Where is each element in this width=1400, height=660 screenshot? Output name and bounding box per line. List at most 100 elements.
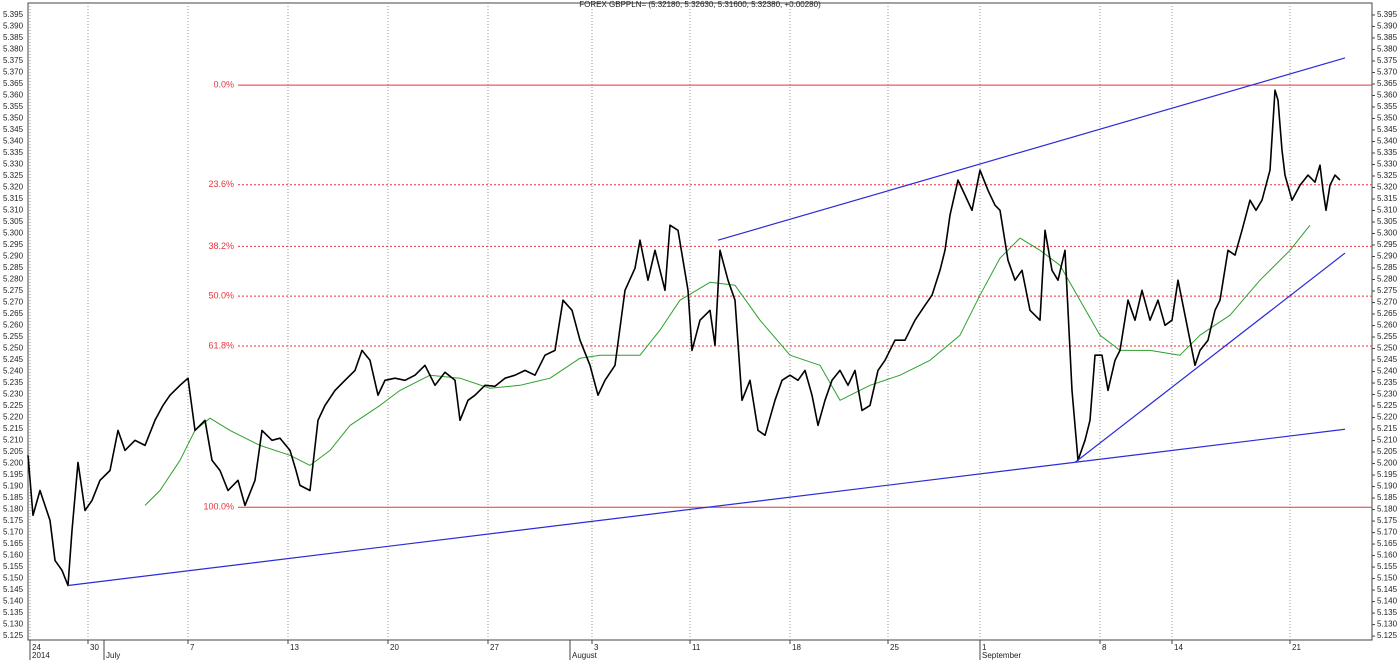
y2-tick-label: 5.355 [1377,102,1398,111]
y2-tick-label: 5.335 [1377,148,1398,157]
y2-tick-label: 5.370 [1377,68,1398,77]
y-tick-label: 5.285 [3,263,24,272]
y-tick-label: 5.360 [3,91,24,100]
y2-tick-label: 5.150 [1377,574,1398,583]
y2-tick-label: 5.385 [1377,33,1398,42]
fib-label: 23.6% [208,179,234,189]
y-tick-label: 5.340 [3,137,24,146]
y-tick-label: 5.170 [3,528,24,537]
month-label: 2014 [32,651,50,660]
y2-tick-label: 5.325 [1377,171,1398,180]
y-tick-label: 5.215 [3,424,24,433]
x-tick-label: 1 [982,643,987,652]
price-line [144,224,1311,506]
y-tick-label: 5.150 [3,574,24,583]
y2-tick-label: 5.255 [1377,332,1398,341]
y-tick-label: 5.180 [3,505,24,514]
y2-tick-label: 5.235 [1377,378,1398,387]
y2-tick-label: 5.200 [1377,459,1398,468]
y2-tick-label: 5.210 [1377,436,1398,445]
y2-tick-label: 5.345 [1377,125,1398,134]
y2-tick-label: 5.180 [1377,505,1398,514]
x-tick-label: 13 [290,643,299,652]
y-tick-label: 5.240 [3,367,24,376]
y-tick-label: 5.350 [3,114,24,123]
y2-tick-label: 5.360 [1377,91,1398,100]
y-tick-label: 5.320 [3,183,24,192]
y2-tick-label: 5.130 [1377,620,1398,629]
fib-label: 50.0% [208,290,234,300]
y2-tick-label: 5.395 [1377,10,1398,19]
y2-tick-label: 5.315 [1377,194,1398,203]
y-tick-label: 5.210 [3,436,24,445]
y-tick-label: 5.395 [3,10,24,19]
y-tick-label: 5.300 [3,229,24,238]
y-tick-label: 5.370 [3,68,24,77]
y-tick-label: 5.345 [3,125,24,134]
price-line [27,89,1341,587]
y-tick-label: 5.325 [3,171,24,180]
y2-tick-label: 5.125 [1377,631,1398,640]
y2-tick-label: 5.310 [1377,206,1398,215]
y-tick-label: 5.135 [3,608,24,617]
y-tick-label: 5.235 [3,378,24,387]
y-tick-label: 5.195 [3,470,24,479]
y-tick-label: 5.310 [3,206,24,215]
y2-tick-label: 5.175 [1377,516,1398,525]
chart-title: FOREX GBPPLN= (5.32180, 5.32630, 5.31600… [579,0,821,9]
y-tick-label: 5.165 [3,539,24,548]
fib-label: 0.0% [213,80,234,90]
y2-tick-label: 5.295 [1377,240,1398,249]
y2-tick-label: 5.300 [1377,229,1398,238]
y-tick-label: 5.140 [3,597,24,606]
y2-tick-label: 5.160 [1377,551,1398,560]
y2-tick-label: 5.375 [1377,56,1398,65]
x-tick-label: 27 [490,643,499,652]
x-tick-label: 24 [32,643,41,652]
y-tick-label: 5.225 [3,401,24,410]
y2-tick-label: 5.275 [1377,286,1398,295]
y-tick-label: 5.295 [3,240,24,249]
fib-label: 100.0% [203,502,234,512]
trend-line [67,428,1346,587]
y2-tick-label: 5.155 [1377,562,1398,571]
y-tick-label: 5.190 [3,482,24,491]
y-tick-label: 5.375 [3,56,24,65]
fib-label: 61.8% [208,340,234,350]
y-tick-label: 5.335 [3,148,24,157]
y-tick-label: 5.275 [3,286,24,295]
y-tick-label: 5.280 [3,275,24,284]
y-tick-label: 5.250 [3,344,24,353]
y-tick-label: 5.390 [3,22,24,31]
y-tick-label: 5.160 [3,551,24,560]
y2-tick-label: 5.135 [1377,608,1398,617]
y-tick-label: 5.230 [3,390,24,399]
y2-tick-label: 5.390 [1377,22,1398,31]
y-tick-label: 5.130 [3,620,24,629]
y2-tick-label: 5.265 [1377,309,1398,318]
y2-tick-label: 5.305 [1377,217,1398,226]
y2-tick-label: 5.215 [1377,424,1398,433]
y-tick-label: 5.200 [3,459,24,468]
trend-line [717,57,1346,241]
y2-tick-label: 5.350 [1377,114,1398,123]
y2-tick-label: 5.320 [1377,183,1398,192]
y-tick-label: 5.355 [3,102,24,111]
y2-tick-label: 5.185 [1377,493,1398,502]
y-tick-label: 5.220 [3,413,24,422]
y2-tick-label: 5.260 [1377,321,1398,330]
y-tick-label: 5.205 [3,447,24,456]
y2-tick-label: 5.380 [1377,45,1398,54]
y2-tick-label: 5.195 [1377,470,1398,479]
y-tick-label: 5.175 [3,516,24,525]
y-tick-label: 5.265 [3,309,24,318]
y-tick-label: 5.365 [3,79,24,88]
y-tick-label: 5.385 [3,33,24,42]
month-label: August [572,651,598,660]
y2-tick-label: 5.165 [1377,539,1398,548]
x-tick-label: 7 [190,643,195,652]
y2-tick-label: 5.285 [1377,263,1398,272]
x-tick-label: 20 [390,643,399,652]
